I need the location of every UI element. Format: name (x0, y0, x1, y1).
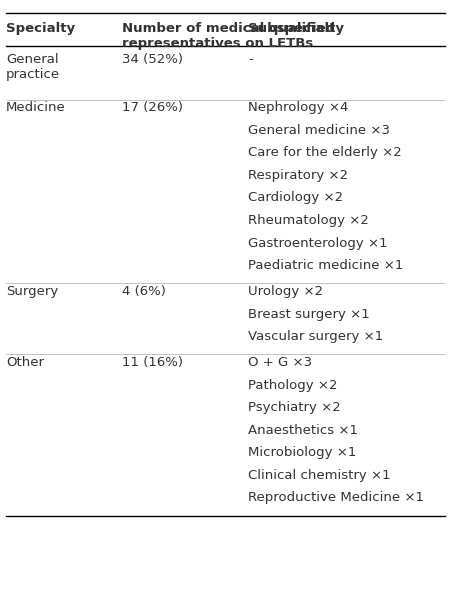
Text: Specialty: Specialty (6, 22, 75, 35)
Text: Other: Other (6, 356, 44, 369)
Text: Subspecialty: Subspecialty (248, 22, 344, 35)
Text: Number of medical qualified
representatives on LETBs: Number of medical qualified representati… (122, 22, 336, 50)
Text: Microbiology ×1: Microbiology ×1 (248, 446, 356, 459)
Text: 34 (52%): 34 (52%) (122, 53, 184, 66)
Text: Nephrology ×4: Nephrology ×4 (248, 102, 348, 114)
Text: 4 (6%): 4 (6%) (122, 285, 166, 298)
Text: Psychiatry ×2: Psychiatry ×2 (248, 401, 341, 414)
Text: Urology ×2: Urology ×2 (248, 285, 323, 298)
Text: 11 (16%): 11 (16%) (122, 356, 184, 369)
Text: Reproductive Medicine ×1: Reproductive Medicine ×1 (248, 491, 424, 504)
Text: Anaesthetics ×1: Anaesthetics ×1 (248, 424, 358, 437)
Text: Pathology ×2: Pathology ×2 (248, 378, 338, 392)
Text: Clinical chemistry ×1: Clinical chemistry ×1 (248, 469, 391, 481)
Text: -: - (248, 53, 253, 66)
Text: Cardiology ×2: Cardiology ×2 (248, 192, 343, 205)
Text: General medicine ×3: General medicine ×3 (248, 124, 390, 137)
Text: Breast surgery ×1: Breast surgery ×1 (248, 308, 370, 321)
Text: Surgery: Surgery (6, 285, 58, 298)
Text: Respiratory ×2: Respiratory ×2 (248, 169, 348, 182)
Text: Paediatric medicine ×1: Paediatric medicine ×1 (248, 259, 403, 272)
Text: Gastroenterology ×1: Gastroenterology ×1 (248, 236, 388, 249)
Text: Rheumatology ×2: Rheumatology ×2 (248, 214, 369, 227)
Text: Vascular surgery ×1: Vascular surgery ×1 (248, 330, 383, 343)
Text: O + G ×3: O + G ×3 (248, 356, 312, 369)
Text: 17 (26%): 17 (26%) (122, 102, 184, 114)
Text: Care for the elderly ×2: Care for the elderly ×2 (248, 146, 402, 159)
Text: General
practice: General practice (6, 53, 60, 81)
Text: Medicine: Medicine (6, 102, 66, 114)
